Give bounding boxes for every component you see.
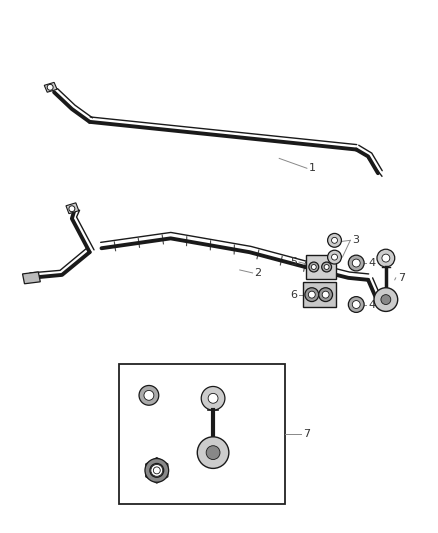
Text: 7: 7	[398, 273, 405, 283]
Polygon shape	[66, 203, 79, 214]
Circle shape	[305, 288, 319, 302]
Circle shape	[319, 288, 332, 302]
Circle shape	[322, 291, 329, 298]
Circle shape	[150, 464, 164, 477]
Circle shape	[381, 295, 391, 304]
Text: 6: 6	[290, 289, 297, 300]
Circle shape	[139, 385, 159, 405]
Circle shape	[324, 264, 329, 270]
Circle shape	[47, 84, 53, 90]
Circle shape	[352, 259, 360, 267]
Circle shape	[328, 233, 342, 247]
Circle shape	[374, 288, 398, 311]
Text: 5: 5	[290, 257, 297, 267]
Polygon shape	[22, 272, 40, 284]
Text: 3: 3	[352, 236, 359, 245]
Circle shape	[145, 458, 169, 482]
Circle shape	[208, 393, 218, 403]
Text: 1: 1	[309, 163, 316, 173]
Text: 2: 2	[254, 268, 261, 278]
Circle shape	[206, 446, 220, 459]
Circle shape	[308, 291, 315, 298]
Circle shape	[332, 237, 337, 243]
Circle shape	[311, 264, 316, 270]
Circle shape	[382, 254, 390, 262]
Polygon shape	[146, 457, 168, 483]
FancyBboxPatch shape	[303, 282, 336, 308]
Circle shape	[151, 464, 163, 477]
Circle shape	[377, 249, 395, 267]
Circle shape	[309, 262, 319, 272]
Circle shape	[144, 390, 154, 400]
Circle shape	[332, 254, 337, 260]
Circle shape	[321, 262, 332, 272]
Text: 4: 4	[368, 258, 375, 268]
Circle shape	[197, 437, 229, 469]
Text: 4: 4	[368, 300, 375, 310]
Text: 7: 7	[303, 429, 310, 439]
Bar	[119, 364, 285, 504]
Circle shape	[348, 296, 364, 312]
Circle shape	[201, 386, 225, 410]
Polygon shape	[44, 83, 57, 92]
Circle shape	[69, 206, 75, 212]
Circle shape	[348, 255, 364, 271]
Circle shape	[153, 467, 160, 474]
Circle shape	[352, 301, 360, 309]
FancyBboxPatch shape	[306, 255, 336, 279]
Circle shape	[328, 250, 342, 264]
